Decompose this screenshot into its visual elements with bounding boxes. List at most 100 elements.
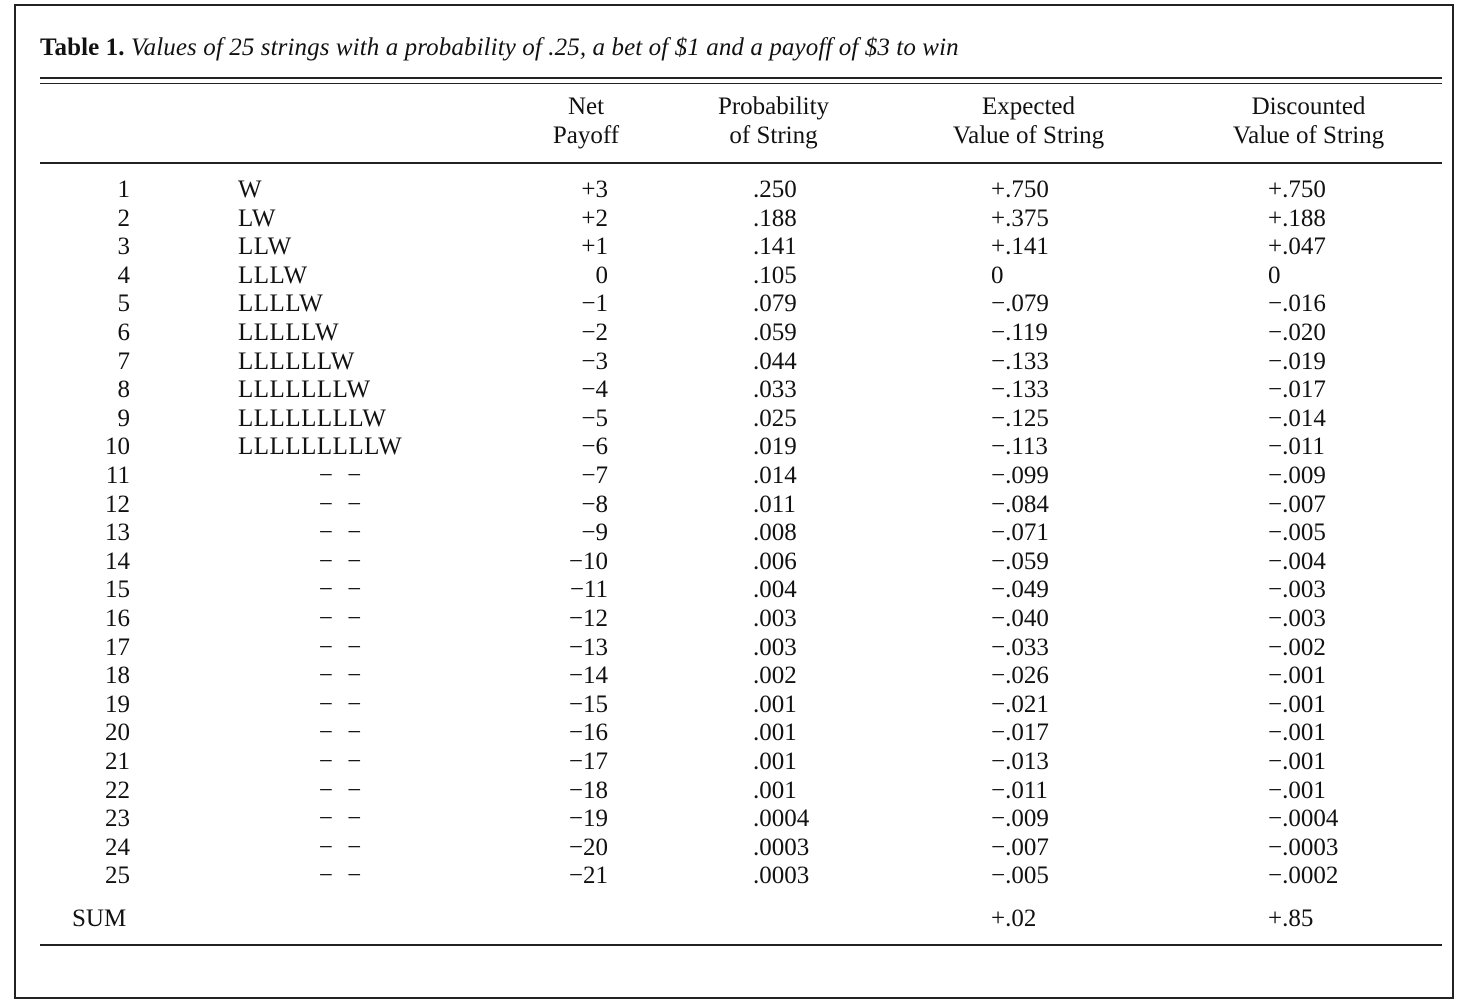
row-string: LLLLLLW <box>238 347 355 375</box>
row-number: 8 <box>117 376 131 404</box>
row-string: LLLLLLLLLW <box>238 433 403 461</box>
row-probability: .006 <box>753 547 797 575</box>
row-string: − − <box>318 490 366 518</box>
row-expected-value: −.007 <box>991 833 1049 861</box>
row-net-payoff: +2 <box>581 204 608 232</box>
top-rule <box>40 77 1442 79</box>
row-net-payoff: −19 <box>568 805 608 833</box>
row-net-payoff: −4 <box>581 376 608 404</box>
row-net-payoff: −5 <box>581 404 608 432</box>
row-number: 23 <box>105 805 130 833</box>
row-probability: .004 <box>753 576 797 604</box>
row-string: LLLW <box>238 261 308 289</box>
row-net-payoff: 0 <box>595 261 609 289</box>
row-string: − − <box>318 547 366 575</box>
row-net-payoff: −7 <box>581 462 608 489</box>
header-discounted-value: Discounted Value of String <box>1232 93 1385 149</box>
row-number: 15 <box>105 576 130 604</box>
table-caption: Table 1. Values of 25 strings with a pro… <box>40 34 959 62</box>
row-string: − − <box>318 833 366 861</box>
table-row: 22 − − −18 .001 −.011 −.001 <box>16 777 1456 806</box>
table-row: 10 LLLLLLLLLW −6 .019 −.113 −.011 <box>16 433 1456 462</box>
row-expected-value: −.033 <box>991 633 1049 661</box>
row-expected-value: −.040 <box>991 605 1049 632</box>
row-number: 13 <box>105 519 130 547</box>
table-row: 12 − − −8 .011 −.084 −.007 <box>16 491 1456 520</box>
row-expected-value: −.005 <box>991 862 1049 890</box>
row-probability: .0003 <box>753 833 810 861</box>
row-discounted-value: −.001 <box>1268 748 1326 775</box>
row-discounted-value: −.001 <box>1268 690 1326 718</box>
row-discounted-value: −.014 <box>1268 404 1326 432</box>
caption-label: Table 1. <box>40 34 125 61</box>
row-probability: .019 <box>753 433 797 461</box>
row-expected-value: −.084 <box>991 490 1049 518</box>
bottom-rule <box>40 944 1442 946</box>
table-row: 3 LLW +1 .141 +.141 +.047 <box>16 233 1456 262</box>
row-expected-value: +.750 <box>991 176 1049 203</box>
row-probability: .033 <box>753 376 797 404</box>
row-probability: .0004 <box>753 805 810 833</box>
row-net-payoff: −15 <box>568 690 608 718</box>
row-number: 12 <box>105 490 130 518</box>
row-string: − − <box>318 748 366 775</box>
row-discounted-value: −.001 <box>1268 662 1326 690</box>
row-discounted-value: −.016 <box>1268 290 1326 318</box>
row-expected-value: −.009 <box>991 805 1049 833</box>
row-net-payoff: −14 <box>568 662 608 690</box>
row-discounted-value: −.017 <box>1268 376 1326 404</box>
row-discounted-value: −.004 <box>1268 547 1326 575</box>
row-expected-value: −.049 <box>991 576 1049 604</box>
row-expected-value: 0 <box>991 261 1004 289</box>
table-row: 23 − − −19 .0004 −.009 −.0004 <box>16 805 1456 834</box>
row-expected-value: −.133 <box>991 376 1049 404</box>
table-row: 6 LLLLLW −2 .059 −.119 −.020 <box>16 319 1456 348</box>
row-discounted-value: −.003 <box>1268 605 1326 632</box>
row-number: 25 <box>105 862 130 890</box>
row-probability: .003 <box>753 605 797 632</box>
row-probability: .011 <box>753 490 796 518</box>
row-expected-value: −.017 <box>991 719 1049 747</box>
row-expected-value: −.119 <box>991 319 1048 346</box>
row-string: − − <box>318 605 366 632</box>
header-expected-value: Expected Value of String <box>952 93 1105 149</box>
table-row: 2 LW +2 .188 +.375 +.188 <box>16 205 1456 234</box>
row-net-payoff: −16 <box>568 719 608 747</box>
row-string: − − <box>318 862 366 890</box>
row-expected-value: +.141 <box>991 233 1049 261</box>
table-row: 17 − − −13 .003 −.033 −.002 <box>16 634 1456 663</box>
table-row: 7 LLLLLLW −3 .044 −.133 −.019 <box>16 348 1456 377</box>
caption-text: Values of 25 strings with a probability … <box>131 34 959 61</box>
row-number: 16 <box>105 605 130 632</box>
row-expected-value: −.125 <box>991 404 1049 432</box>
table-row: 8 LLLLLLLW −4 .033 −.133 −.017 <box>16 376 1456 405</box>
row-probability: .250 <box>753 176 797 203</box>
row-string: − − <box>318 805 366 833</box>
row-string: LW <box>238 204 277 232</box>
row-net-payoff: −8 <box>581 490 608 518</box>
row-number: 21 <box>105 748 130 775</box>
row-net-payoff: −20 <box>568 833 608 861</box>
row-probability: .002 <box>753 662 797 690</box>
row-number: 5 <box>117 290 131 318</box>
header-probability: Probability of String <box>717 93 830 149</box>
row-net-payoff: −18 <box>568 776 608 804</box>
row-probability: .001 <box>753 719 797 747</box>
row-probability: .079 <box>753 290 797 318</box>
row-expected-value: −.011 <box>991 776 1048 804</box>
row-string: − − <box>318 719 366 747</box>
row-probability: .001 <box>753 776 797 804</box>
row-expected-value: −.021 <box>991 690 1049 718</box>
table-row: 14 − − −10 .006 −.059 −.004 <box>16 548 1456 577</box>
row-discounted-value: +.047 <box>1268 233 1326 261</box>
row-discounted-value: +.188 <box>1268 204 1326 232</box>
row-net-payoff: −1 <box>581 290 608 318</box>
row-net-payoff: −12 <box>568 605 608 632</box>
row-discounted-value: −.0004 <box>1268 805 1339 833</box>
row-probability: .008 <box>753 519 797 547</box>
table-row: 18 − − −14 .002 −.026 −.001 <box>16 662 1456 691</box>
row-string: LLLLLW <box>238 319 340 346</box>
row-net-payoff: −6 <box>581 433 608 461</box>
row-number: 1 <box>117 176 131 203</box>
row-string: − − <box>318 662 366 690</box>
